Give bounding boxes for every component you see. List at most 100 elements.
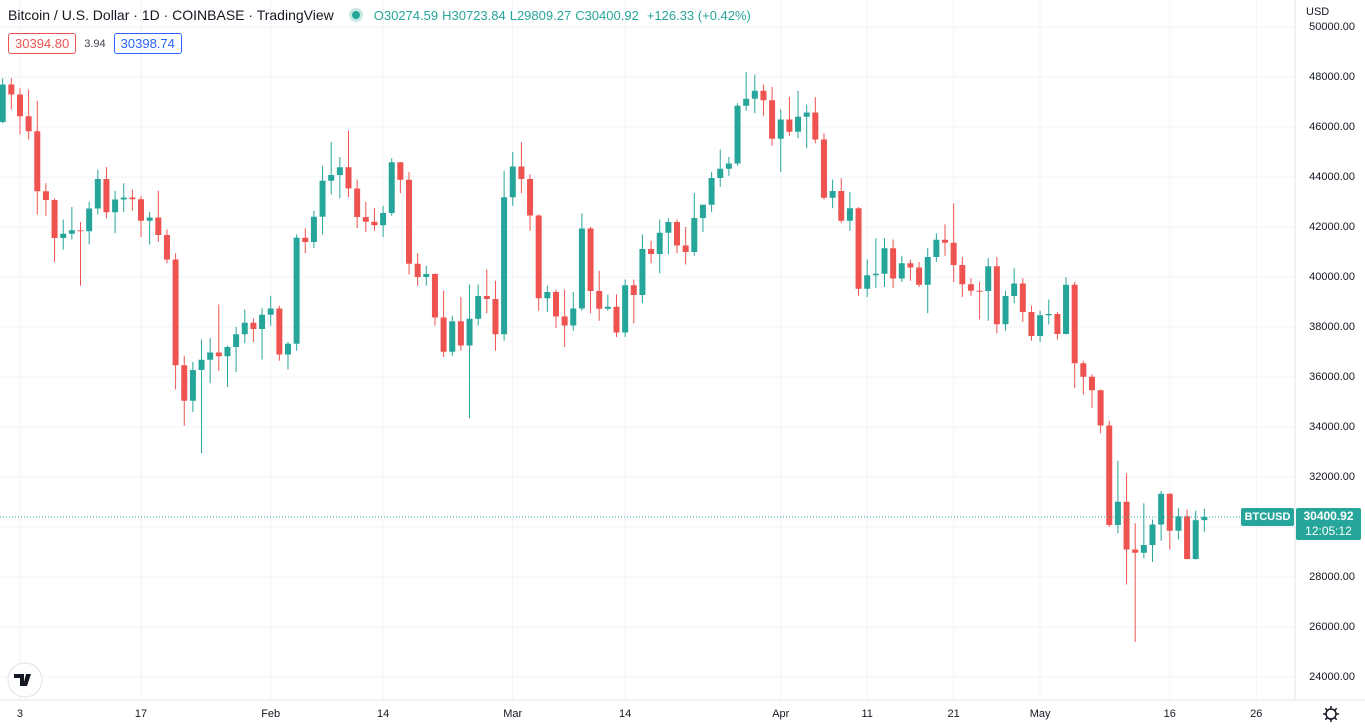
candle-body xyxy=(1166,493,1173,531)
currency[interactable]: USD xyxy=(1306,6,1329,18)
legend-header: Bitcoin / U.S. Dollar · 1D · COINBASE · … xyxy=(8,7,751,23)
x-tick-label: Apr xyxy=(772,708,789,720)
candle-body xyxy=(1019,283,1026,312)
candle-body xyxy=(604,306,611,309)
x-tick-label: 26 xyxy=(1250,708,1262,720)
candle-body xyxy=(535,215,542,299)
candle-body xyxy=(189,370,196,401)
candle-body xyxy=(665,222,672,233)
candle-body xyxy=(250,322,257,329)
spread: 3.94 xyxy=(84,37,106,50)
candle-body xyxy=(146,217,153,221)
candle-body xyxy=(829,191,836,198)
candle-body xyxy=(812,112,819,140)
candle-body xyxy=(916,267,923,285)
tv-logo[interactable] xyxy=(7,662,43,698)
y-tick-label: 46000.00 xyxy=(1309,121,1355,133)
candle-body xyxy=(1106,425,1113,525)
candle-body xyxy=(872,273,879,276)
candle-body xyxy=(561,316,568,326)
candle-body xyxy=(163,235,170,260)
candle-body xyxy=(1011,283,1018,296)
candle-body xyxy=(233,334,240,347)
market-status[interactable] xyxy=(351,11,360,19)
candle-body xyxy=(138,199,145,221)
x-tick-label: Feb xyxy=(261,708,280,720)
candle-body xyxy=(224,347,231,357)
candle-body xyxy=(924,257,931,285)
candle-body xyxy=(838,191,845,221)
candle-body xyxy=(907,263,914,268)
candle-body xyxy=(25,116,32,132)
candle-body xyxy=(976,290,983,292)
candle-body xyxy=(846,208,853,221)
candle-body xyxy=(855,208,862,289)
candle-body xyxy=(397,162,404,180)
candle-body xyxy=(302,237,309,242)
title: Bitcoin / U.S. Dollar · 1D · COINBASE · … xyxy=(8,7,334,23)
candle-body xyxy=(155,217,162,235)
ohlc-value: 30723.84 xyxy=(451,7,506,23)
candle-body xyxy=(1071,284,1078,364)
candle-body xyxy=(172,259,179,366)
candle-body xyxy=(942,239,949,243)
y-tick-label: 40000.00 xyxy=(1309,271,1355,283)
candle-body xyxy=(1132,549,1139,553)
candle-body xyxy=(241,322,248,335)
candle-body xyxy=(993,266,1000,325)
candle-body xyxy=(596,291,603,309)
x-tick-label: 3 xyxy=(17,708,23,720)
candle-body xyxy=(1140,545,1147,553)
x-tick-label: 11 xyxy=(861,708,872,720)
candle-body xyxy=(950,242,957,265)
candle-body xyxy=(674,222,681,246)
ohlc-label: L xyxy=(509,7,517,23)
candle-body xyxy=(440,317,447,352)
candle-body xyxy=(1028,312,1035,336)
candle-body xyxy=(552,292,559,317)
candle-body xyxy=(181,365,188,401)
price-tag xyxy=(1296,507,1361,540)
candle-body xyxy=(1201,516,1208,521)
buy-button[interactable]: 30398.74 xyxy=(113,33,182,54)
candle-body xyxy=(310,216,317,242)
candle-body xyxy=(1192,520,1199,559)
y-tick-label: 42000.00 xyxy=(1309,221,1355,233)
y-tick-label: 50000.00 xyxy=(1309,21,1355,33)
symbol-tag xyxy=(1241,507,1294,526)
y-tick-label: 34000.00 xyxy=(1309,421,1355,433)
candle-body xyxy=(795,116,802,132)
candle-body xyxy=(423,274,430,277)
candle-body xyxy=(777,119,784,139)
settings-icon[interactable] xyxy=(1323,706,1339,722)
candle-body xyxy=(1114,501,1121,525)
candle-body xyxy=(259,314,266,329)
candle-body xyxy=(94,179,101,209)
candle-body xyxy=(319,180,326,217)
candle-body xyxy=(760,90,767,101)
ohlc-open: O30274.59 xyxy=(374,8,438,23)
candle-body xyxy=(198,359,205,370)
candle-body xyxy=(630,285,637,295)
candle-body xyxy=(1149,524,1156,545)
candle-body xyxy=(466,318,473,346)
candle-body xyxy=(691,218,698,252)
candle-body xyxy=(51,200,58,238)
y-tick-label: 24000.00 xyxy=(1309,671,1355,683)
candle-body xyxy=(16,94,23,117)
candle-body xyxy=(803,112,810,117)
candle-body xyxy=(682,245,689,252)
candle-body xyxy=(336,167,343,175)
candle-body xyxy=(985,266,992,291)
candle-body xyxy=(820,139,827,198)
candle-body xyxy=(449,321,456,352)
candle-body xyxy=(518,166,525,179)
sell-button[interactable]: 30394.80 xyxy=(8,33,77,54)
logo-mark xyxy=(14,674,31,686)
x-tick-label: 16 xyxy=(1164,708,1176,720)
candle-body xyxy=(276,308,283,355)
candle-body xyxy=(743,98,750,106)
candle-body xyxy=(613,306,620,333)
